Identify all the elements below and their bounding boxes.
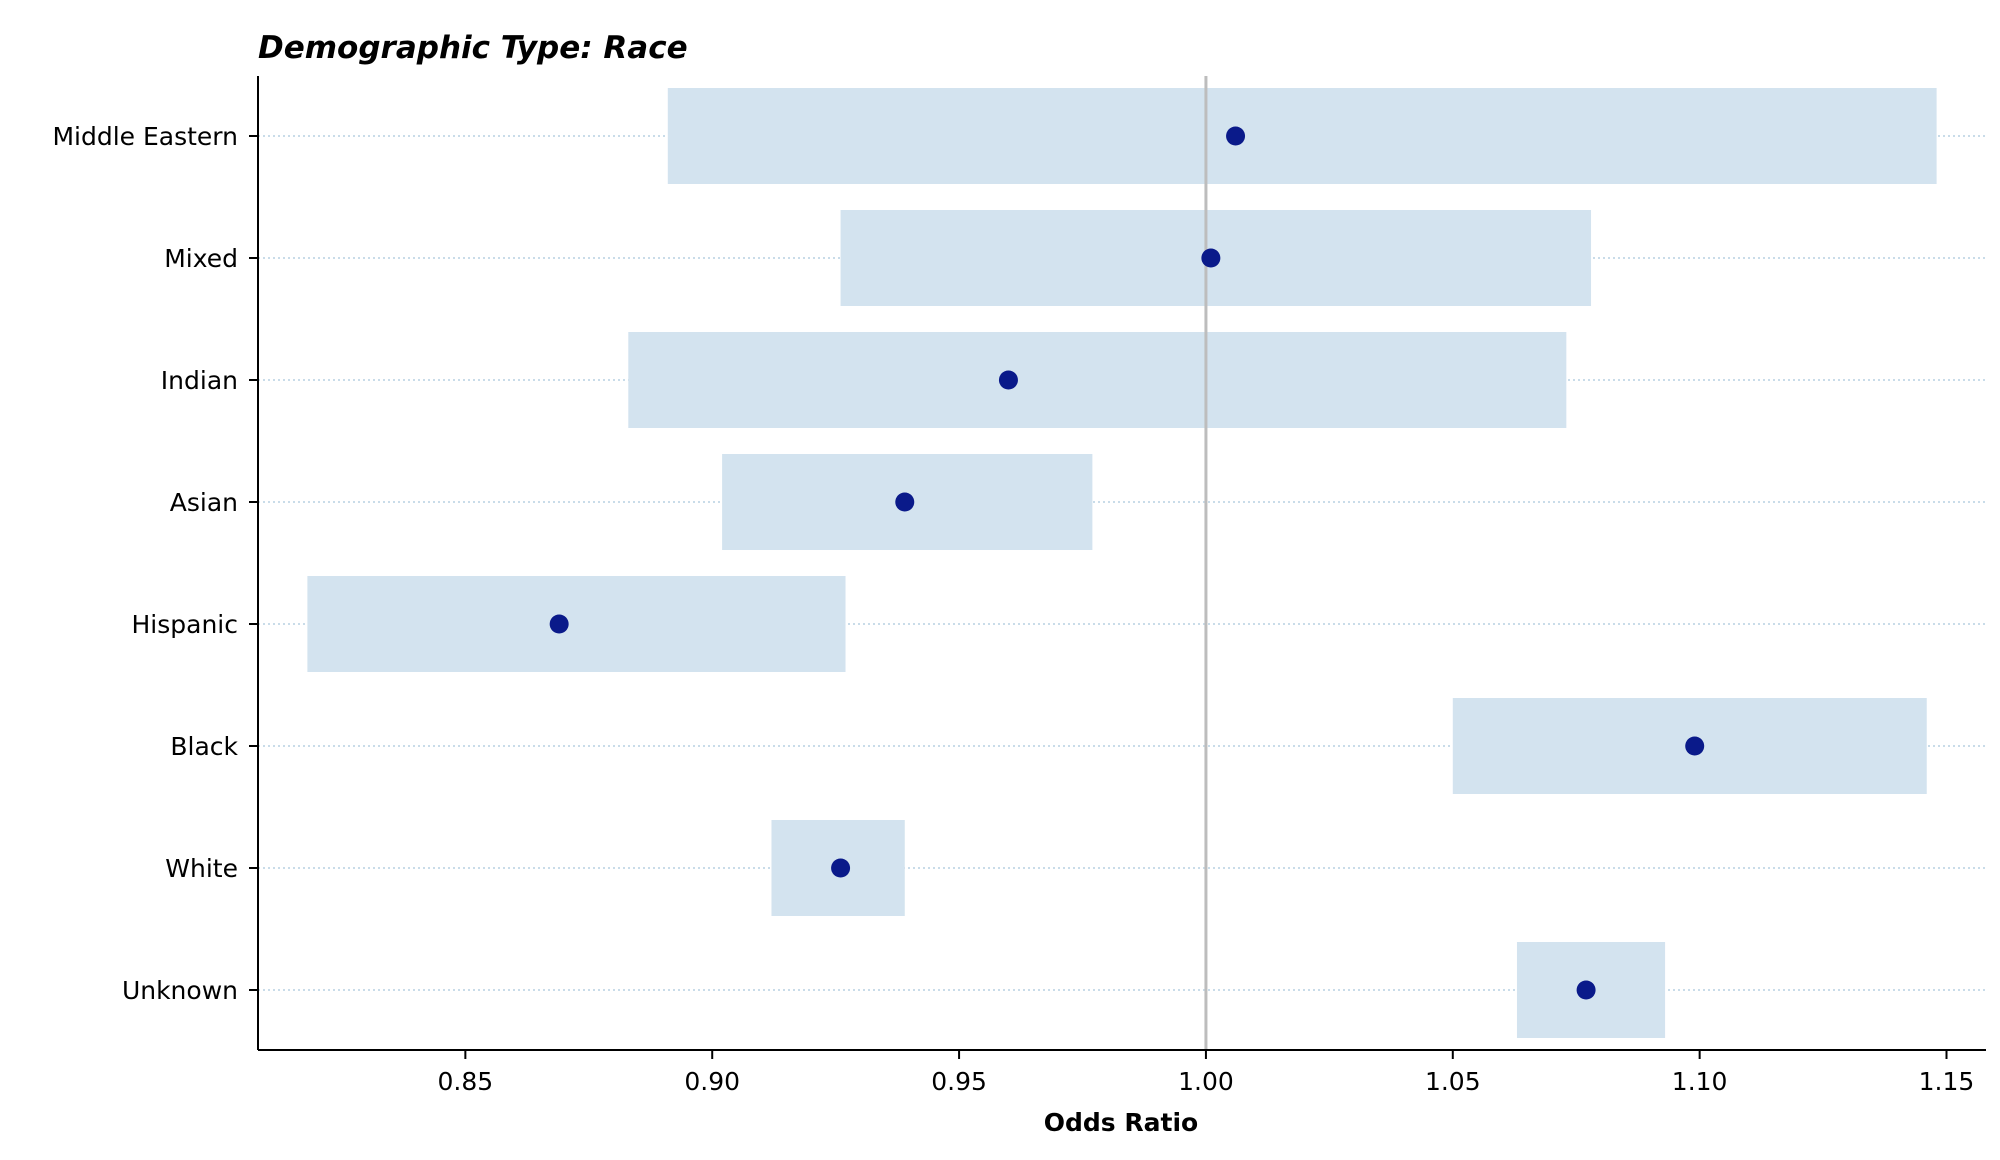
y-tick-label: Black (170, 732, 238, 761)
y-tick-label: Unknown (122, 976, 238, 1005)
y-tick-label: Indian (161, 366, 238, 395)
odds-ratio-point (1201, 248, 1221, 268)
x-tick-label: 1.05 (1425, 1067, 1481, 1096)
x-tick-label: 1.00 (1178, 1067, 1234, 1096)
ci-band (628, 332, 1567, 428)
x-tick-layer: 0.85 0.90 0.95 1.00 1.05 1.10 1.15 (438, 1050, 1975, 1096)
axis-layer (257, 76, 1986, 1051)
y-tick-layer: Middle Eastern Mixed Indian Asian Hispanic Bl… (52, 122, 258, 1005)
x-tick-label: 0.95 (931, 1067, 987, 1096)
x-tick-label: 1.15 (1919, 1067, 1975, 1096)
y-tick-label: Asian (170, 488, 238, 517)
odds-ratio-point (895, 492, 915, 512)
x-tick-label: 1.10 (1672, 1067, 1728, 1096)
x-tick-label: 0.90 (684, 1067, 740, 1096)
y-tick-label: Hispanic (132, 610, 239, 639)
ci-band (667, 88, 1937, 184)
odds-ratio-point (1685, 736, 1705, 756)
chart-title: Demographic Type: Race (258, 30, 688, 66)
x-axis-label: Odds Ratio (1044, 1108, 1198, 1137)
ci-band (307, 576, 846, 672)
y-tick-label: Middle Eastern (52, 122, 238, 151)
point-layer (549, 126, 1705, 1000)
y-tick-label: White (165, 854, 238, 883)
x-tick-label: 0.85 (438, 1067, 494, 1096)
odds-ratio-point (998, 370, 1018, 390)
y-tick-label: Mixed (164, 244, 238, 273)
ci-band-layer (307, 88, 1937, 1038)
odds-ratio-point (831, 858, 851, 878)
odds-ratio-point (549, 614, 569, 634)
odds-ratio-point (1226, 126, 1246, 146)
odds-ratio-point (1576, 980, 1596, 1000)
